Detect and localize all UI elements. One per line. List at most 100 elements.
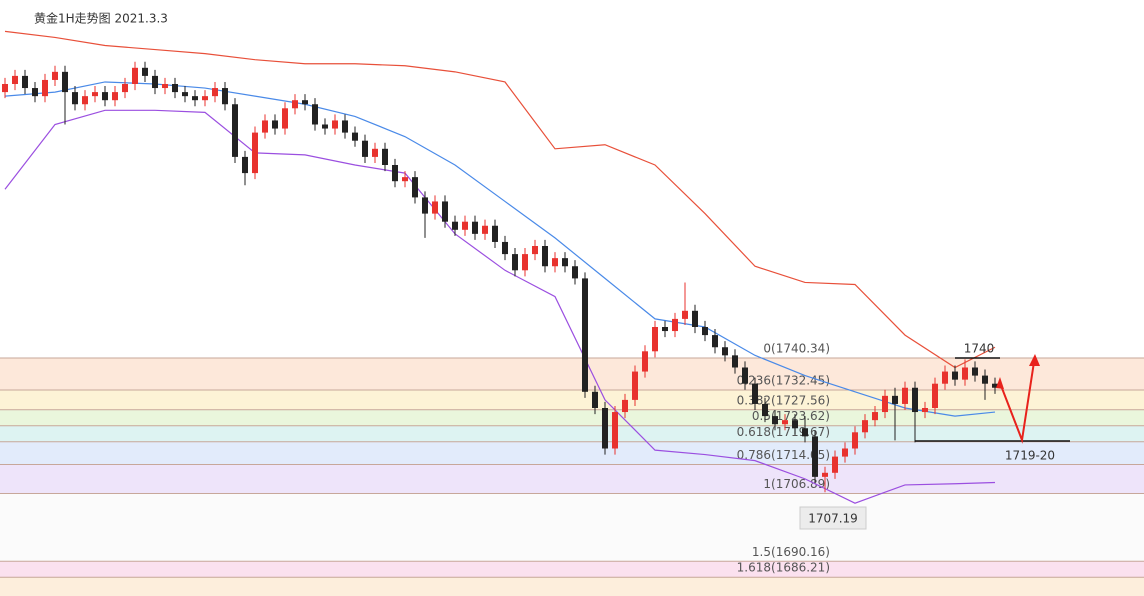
candle-body xyxy=(302,100,308,105)
candle-body xyxy=(422,197,428,214)
candle-body xyxy=(532,245,538,255)
candle-body xyxy=(122,83,128,93)
candle-body xyxy=(262,120,268,133)
candle-body xyxy=(952,371,958,380)
candle-body xyxy=(402,177,408,182)
candle-body xyxy=(602,407,608,449)
arrow-tail xyxy=(996,377,1004,389)
candle-body xyxy=(692,310,698,327)
candle-body xyxy=(382,148,388,165)
candle-body xyxy=(232,104,238,157)
candle-body xyxy=(682,310,688,319)
candle-body xyxy=(962,367,968,380)
candle-body xyxy=(442,201,448,222)
candle-body xyxy=(542,245,548,267)
level-band xyxy=(0,425,1144,442)
candle-body xyxy=(902,387,908,404)
forecast-arrow xyxy=(999,361,1035,444)
band-line xyxy=(4,109,996,504)
candle-body xyxy=(892,395,898,404)
bollinger-bands xyxy=(4,30,996,504)
candle-body xyxy=(152,75,158,89)
candle-body xyxy=(872,412,878,421)
level-label: 1(1706.89) xyxy=(763,477,830,491)
candle-body xyxy=(612,412,618,449)
candle-body xyxy=(972,367,978,376)
level-label: 0.786(1714.05) xyxy=(737,448,830,462)
candle-body xyxy=(582,278,588,392)
fibonacci-levels: 0(1740.34) 0.236(1732.45) 0.382(1727.56) 0.… xyxy=(0,342,1144,596)
candle-body xyxy=(742,367,748,384)
candle-body xyxy=(362,140,368,157)
candle-body xyxy=(282,108,288,129)
candle-body xyxy=(32,88,38,97)
candle-body xyxy=(132,67,138,84)
candle-body xyxy=(322,124,328,129)
candle-body xyxy=(502,241,508,255)
candle-body xyxy=(822,472,828,477)
level-band xyxy=(0,493,1144,562)
band-line xyxy=(4,30,996,369)
chart-title: 黄金1H走势图 2021.3.3 xyxy=(34,11,168,26)
arrow-head xyxy=(1029,354,1040,366)
candle-body xyxy=(242,156,248,174)
candle-body xyxy=(832,456,838,473)
candle-body xyxy=(592,391,598,408)
candle-body xyxy=(852,432,858,449)
candle-body xyxy=(2,83,8,93)
candle-body xyxy=(292,100,298,109)
candle-body xyxy=(552,258,558,267)
candle-body xyxy=(52,71,58,80)
candle-body xyxy=(982,375,988,384)
level-label: 1.618(1686.21) xyxy=(737,561,830,575)
candle-body xyxy=(762,403,768,417)
level-label: 0.236(1732.45) xyxy=(737,373,830,387)
candle-body xyxy=(512,254,518,271)
candle-body xyxy=(432,201,438,214)
candle-body xyxy=(562,258,568,267)
level-band xyxy=(0,389,1144,410)
candle-body xyxy=(672,318,678,332)
level-band xyxy=(0,577,1144,596)
candle-body xyxy=(172,83,178,93)
candle-body xyxy=(992,383,998,388)
candle-body xyxy=(942,371,948,384)
level-label: 0(1740.34) xyxy=(763,342,830,356)
candle-body xyxy=(392,164,398,182)
candle-body xyxy=(342,120,348,133)
candle-body xyxy=(912,387,918,413)
candle-body xyxy=(702,326,708,336)
candle-body xyxy=(312,104,318,125)
candle-body xyxy=(112,92,118,101)
band-line xyxy=(4,81,996,417)
candle-body xyxy=(932,383,938,408)
candle-body xyxy=(12,75,18,84)
candle-body xyxy=(212,88,218,97)
candle-body xyxy=(882,395,888,413)
candle-body xyxy=(202,96,208,101)
candle-body xyxy=(412,177,418,198)
candle-body xyxy=(782,420,788,425)
candle-body xyxy=(622,399,628,413)
candle-body xyxy=(642,351,648,372)
candle-body xyxy=(522,254,528,271)
annotation: 1707.19 xyxy=(808,512,858,526)
candle-body xyxy=(862,420,868,433)
candle-body xyxy=(812,436,818,477)
level-label: 1.5(1690.16) xyxy=(752,545,830,559)
candle-body xyxy=(492,225,498,242)
candle-body xyxy=(722,347,728,356)
candle-body xyxy=(62,71,68,93)
candle-body xyxy=(842,448,848,457)
candle-body xyxy=(652,326,658,352)
candle-body xyxy=(252,132,258,174)
candle-body xyxy=(352,132,358,141)
candle-body xyxy=(42,79,48,97)
level-band xyxy=(0,409,1144,426)
candle-body xyxy=(922,407,928,413)
candle-body xyxy=(192,96,198,101)
candle-body xyxy=(712,335,718,348)
candles xyxy=(2,61,998,493)
candle-body xyxy=(272,120,278,129)
candle-body xyxy=(772,416,778,425)
